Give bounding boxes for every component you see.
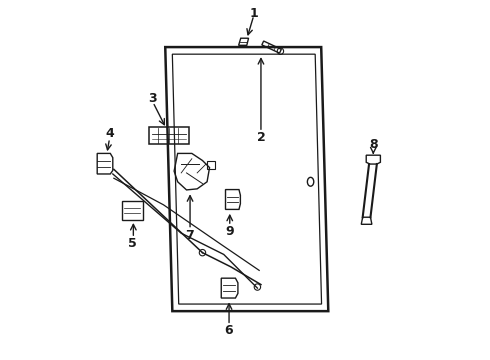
- Text: 6: 6: [225, 324, 233, 337]
- Text: 9: 9: [225, 225, 234, 238]
- Text: 3: 3: [148, 92, 156, 105]
- Text: 5: 5: [128, 237, 137, 250]
- Text: 1: 1: [249, 7, 258, 20]
- Text: 4: 4: [105, 127, 114, 140]
- Text: 7: 7: [185, 229, 194, 242]
- Text: 8: 8: [369, 138, 378, 151]
- Text: 2: 2: [257, 131, 265, 144]
